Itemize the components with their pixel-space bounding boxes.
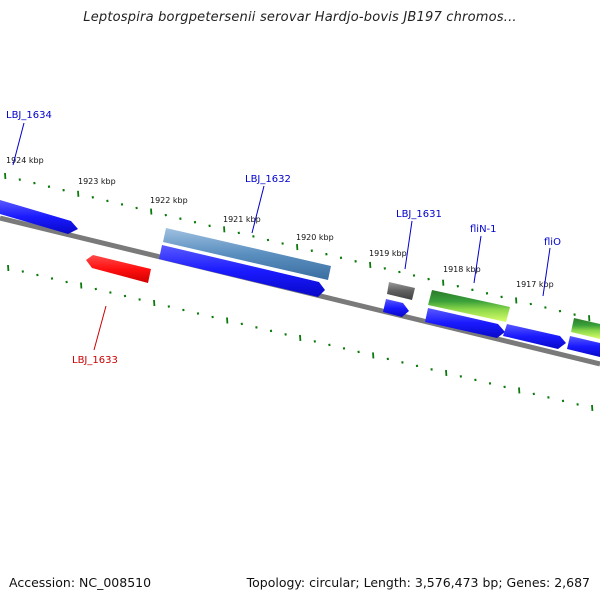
- genome-summary-text: Topology: circular; Length: 3,576,473 bp…: [246, 575, 590, 590]
- gene-labels: LBJ_1634 LBJ_1632 LBJ_1631 fliN-1 fliO L…: [6, 110, 561, 366]
- scale-label: 1919 kbp: [369, 249, 407, 258]
- gene-label-flin-1[interactable]: fliN-1: [470, 224, 497, 235]
- gene-label-lbj-1634[interactable]: LBJ_1634: [6, 110, 52, 121]
- scale-labels: 1924 kbp 1923 kbp 1922 kbp 1921 kbp 1920…: [6, 156, 554, 289]
- leader-lbj-1634: [12, 122, 25, 166]
- scale-ticks-lower: [7, 264, 594, 411]
- gene-lbj-1634[interactable]: [0, 200, 78, 234]
- gene-lbj-1632[interactable]: [159, 245, 325, 297]
- map-title: Leptospira borgpetersenii serovar Hardjo…: [83, 10, 517, 25]
- scale-label: 1923 kbp: [78, 177, 116, 186]
- gene-next[interactable]: [567, 336, 600, 357]
- scale-label: 1917 kbp: [516, 280, 554, 289]
- gene-flin-1[interactable]: [425, 308, 505, 338]
- gene-lbj-1631[interactable]: [383, 299, 409, 317]
- label-leaders: [12, 122, 551, 351]
- scale-label: 1921 kbp: [223, 215, 261, 224]
- scale-label: 1918 kbp: [443, 265, 481, 274]
- leader-lbj-1633: [93, 305, 107, 351]
- gene-flin-1-feature[interactable]: [428, 290, 510, 322]
- gene-features: [0, 200, 600, 357]
- leader-lbj-1632: [251, 185, 265, 234]
- scale-ticks-upper: [4, 172, 591, 322]
- leader-flio: [542, 247, 551, 297]
- gene-flio[interactable]: [503, 324, 566, 349]
- scale-label: 1920 kbp: [296, 233, 334, 242]
- gene-label-lbj-1631[interactable]: LBJ_1631: [396, 209, 442, 220]
- gene-lbj-1633[interactable]: [86, 255, 151, 283]
- gene-label-flio[interactable]: fliO: [544, 237, 561, 248]
- gene-lbj-1632-feature[interactable]: [163, 228, 331, 280]
- leader-lbj-1631: [404, 220, 413, 270]
- gene-next-feature[interactable]: [571, 318, 600, 339]
- gene-label-lbj-1633[interactable]: LBJ_1633: [72, 355, 118, 366]
- leader-flin-1: [473, 235, 482, 284]
- gene-lbj-1631-feature[interactable]: [387, 282, 415, 300]
- gene-label-lbj-1632[interactable]: LBJ_1632: [245, 174, 291, 185]
- scale-label: 1924 kbp: [6, 156, 44, 165]
- accession-text: Accession: NC_008510: [9, 575, 152, 590]
- scale-label: 1922 kbp: [150, 196, 188, 205]
